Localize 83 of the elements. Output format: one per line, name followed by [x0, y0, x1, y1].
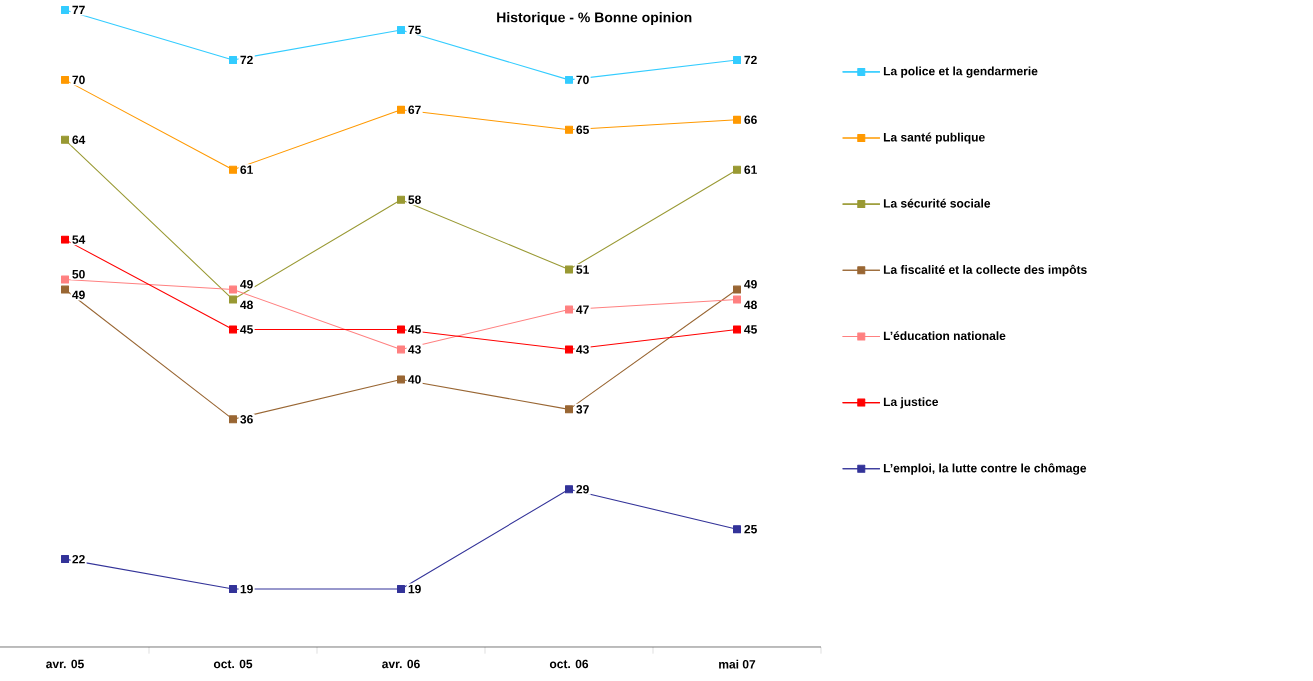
data-label: 66: [744, 115, 757, 125]
point: [61, 275, 70, 284]
data-label: 72: [240, 55, 253, 65]
point: [733, 55, 742, 64]
data-label: 70: [72, 75, 85, 85]
point: [61, 5, 70, 14]
data-label: 77: [72, 5, 85, 15]
data-label: 19: [240, 584, 253, 594]
legend-label: La sécurité sociale: [883, 198, 991, 208]
data-label: 19: [408, 584, 421, 594]
legend-label: La fiscalité et la collecte des impôts: [883, 264, 1087, 277]
point: [229, 415, 238, 424]
data-label: 54: [72, 235, 86, 244]
point: [229, 325, 238, 334]
data-label: 61: [744, 165, 757, 174]
data-label: 45: [744, 325, 757, 334]
data-label: 43: [408, 345, 421, 354]
point: [229, 285, 238, 294]
legend-label: La justice: [883, 397, 939, 409]
data-label: 45: [408, 325, 421, 334]
point: [397, 325, 406, 334]
point: [397, 105, 406, 114]
data-label: 37: [576, 405, 589, 414]
data-label: 48: [240, 300, 253, 310]
legend-label: L’éducation nationale: [883, 331, 1006, 341]
data-label: 43: [576, 345, 589, 354]
point: [229, 295, 238, 304]
point: [61, 555, 70, 564]
point: [565, 345, 574, 354]
point: [733, 165, 742, 174]
x-tick-label: avr. 05: [46, 659, 84, 669]
data-label: 49: [240, 279, 253, 289]
data-label: 48: [744, 300, 757, 310]
point: [565, 485, 574, 494]
data-label: 47: [576, 305, 589, 314]
point: [229, 165, 238, 174]
data-label: 50: [72, 269, 85, 279]
point: [397, 195, 406, 204]
data-label: 64: [72, 135, 86, 145]
data-label: 29: [576, 484, 589, 494]
point: [229, 55, 238, 64]
point: [733, 285, 742, 294]
point: [565, 265, 574, 274]
data-label: 61: [240, 165, 253, 174]
data-label: 25: [744, 524, 757, 534]
data-label: 22: [72, 554, 85, 564]
data-label: 75: [408, 25, 421, 35]
legend-label: La santé publique: [883, 132, 985, 144]
legend-label: La police et la gendarmerie: [883, 66, 1038, 78]
point: [229, 585, 238, 594]
chart-title: Historique - % Bonne opinion: [497, 12, 692, 26]
point: [565, 125, 574, 134]
point: [733, 295, 742, 304]
point: [61, 75, 70, 84]
legend-label: L’emploi, la lutte contre le chômage: [883, 463, 1087, 475]
data-label: 45: [240, 325, 253, 334]
point: [565, 75, 574, 84]
data-label: 70: [576, 75, 589, 85]
point: [397, 585, 406, 594]
x-tick-label: oct. 06: [549, 659, 589, 669]
data-label: 51: [576, 265, 589, 274]
data-label: 49: [744, 279, 757, 289]
data-label: 58: [408, 195, 421, 204]
x-tick-label: oct. 05: [213, 659, 253, 669]
data-label: 72: [744, 55, 757, 65]
data-label: 40: [408, 375, 421, 384]
point: [61, 135, 70, 144]
point: [397, 25, 406, 34]
point: [397, 345, 406, 354]
point: [733, 115, 742, 124]
data-label: 65: [576, 125, 589, 135]
point: [565, 405, 574, 414]
data-label: 36: [240, 415, 253, 424]
point: [61, 235, 70, 244]
data-label: 67: [408, 105, 421, 115]
data-label: 49: [72, 290, 85, 300]
point: [61, 285, 70, 294]
point: [397, 375, 406, 384]
x-tick-label: avr. 06: [382, 659, 420, 669]
point: [733, 525, 742, 534]
point: [565, 305, 574, 314]
x-tick-label: mai 07: [719, 659, 756, 669]
point: [733, 325, 742, 334]
